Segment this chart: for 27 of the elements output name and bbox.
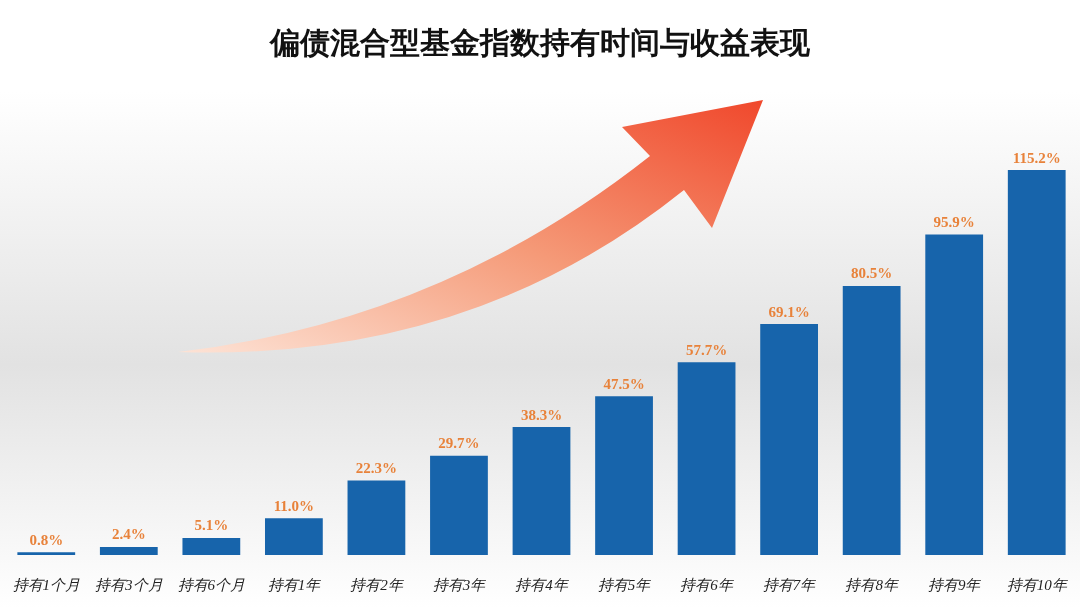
x-tick-label: 持有10年: [1006, 576, 1069, 593]
x-tick-label: 持有7年: [762, 576, 818, 593]
data-label: 47.5%: [603, 375, 645, 392]
x-tick-label: 持有4年: [515, 576, 570, 593]
data-label: 115.2%: [1012, 149, 1061, 166]
x-tick-label: 持有9年: [927, 576, 983, 593]
data-label: 57.7%: [685, 341, 728, 358]
x-tick-label: 持有8年: [845, 576, 900, 593]
data-label: 80.5%: [851, 265, 893, 282]
x-tick-label: 持有5年: [597, 576, 653, 593]
x-tick-label: 持有3年: [432, 576, 488, 593]
x-tick-label: 持有1年: [267, 576, 323, 593]
data-label: 2.4%: [111, 526, 146, 543]
x-tick-label: 持有3个月: [95, 576, 163, 593]
data-label: 0.8%: [29, 531, 64, 548]
data-label: 38.3%: [520, 406, 563, 423]
data-label: 11.0%: [273, 497, 315, 514]
x-tick-label: 持有2年: [350, 576, 405, 593]
data-label: 29.7%: [438, 435, 480, 452]
x-tick-label: 持有6个月: [177, 576, 246, 593]
data-label: 5.1%: [194, 517, 229, 534]
x-tick-label: 持有6年: [680, 576, 735, 593]
data-label: 22.3%: [355, 459, 398, 476]
chart-title: 偏债混合型基金指数持有时间与收益表现: [269, 25, 811, 59]
data-label: 95.9%: [933, 214, 975, 230]
x-tick-label: 持有1个月: [12, 576, 81, 593]
data-label: 69.1%: [768, 303, 810, 320]
